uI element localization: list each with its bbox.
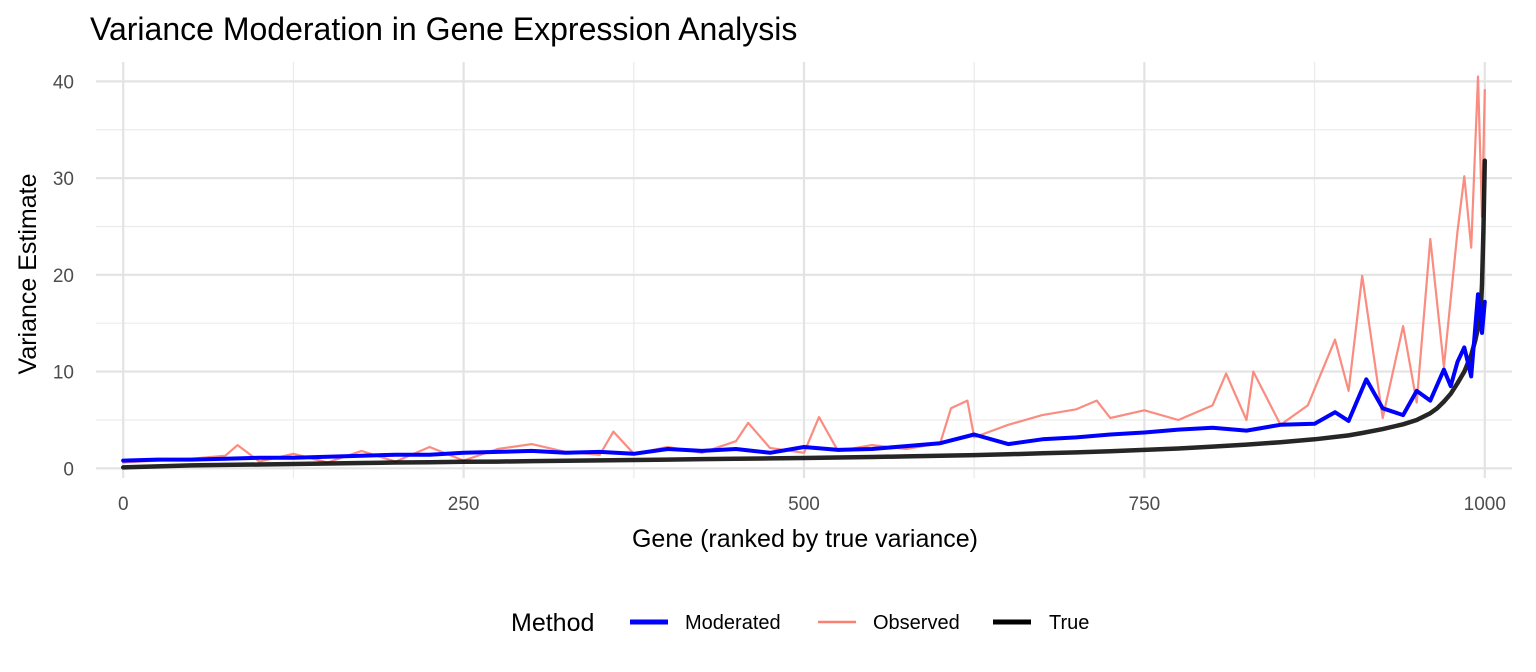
legend-label-true: True: [1049, 612, 1089, 634]
legend-title: Method: [511, 609, 594, 637]
series-true-group: [120, 158, 1488, 470]
legend-label-moderated: Moderated: [685, 612, 781, 634]
x-tick-label: 500: [788, 494, 820, 515]
y-axis-ticks: 0 10 20 30 40: [53, 72, 74, 480]
series-moderated-line: [121, 292, 1487, 463]
x-tick-label: 750: [1129, 494, 1161, 515]
chart-title: Variance Moderation in Gene Expression A…: [90, 11, 797, 47]
y-tick-label: 0: [63, 459, 74, 480]
legend: Method Moderated Observed True: [511, 609, 1089, 637]
x-tick-label: 1000: [1464, 494, 1506, 515]
series-true-line: [120, 158, 1488, 470]
x-axis-ticks: 0 250 500 750 1000: [118, 494, 1506, 515]
x-tick-label: 0: [118, 494, 129, 515]
legend-label-observed: Observed: [873, 612, 960, 634]
x-axis-title: Gene (ranked by true variance): [632, 525, 978, 553]
grid-major: [96, 62, 1512, 478]
series-observed-line: [122, 75, 1486, 464]
y-axis-title: Variance Estimate: [14, 173, 42, 374]
series-observed-group: [122, 75, 1486, 464]
y-tick-label: 10: [53, 363, 74, 384]
plot-area: [120, 75, 1488, 470]
y-tick-label: 30: [53, 169, 74, 190]
y-tick-label: 40: [53, 72, 74, 93]
series-moderated-group: [121, 292, 1487, 463]
x-tick-label: 250: [448, 494, 480, 515]
y-tick-label: 20: [53, 266, 74, 287]
